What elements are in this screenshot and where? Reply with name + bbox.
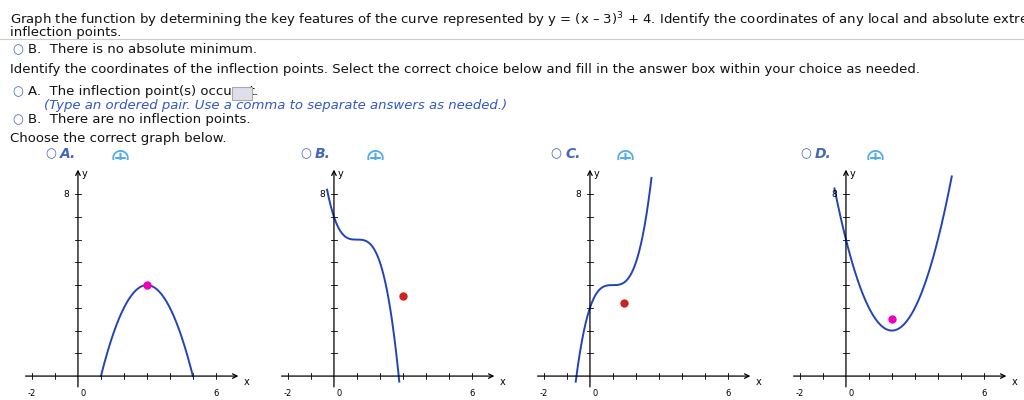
Text: ⊕: ⊕ [614, 147, 636, 171]
Text: (Type an ordered pair. Use a comma to separate answers as needed.): (Type an ordered pair. Use a comma to se… [44, 99, 507, 112]
Text: 0: 0 [336, 388, 341, 398]
Text: B.  There is no absolute minimum.: B. There is no absolute minimum. [28, 43, 257, 56]
Text: ⊕: ⊕ [864, 147, 886, 171]
Text: ○: ○ [800, 147, 811, 160]
Text: ○: ○ [300, 147, 311, 160]
Text: y: y [593, 169, 599, 179]
Text: x: x [1012, 377, 1017, 387]
Text: ○: ○ [12, 85, 23, 98]
Text: 8: 8 [319, 190, 325, 199]
Text: 8: 8 [63, 190, 69, 199]
Text: x: x [500, 377, 505, 387]
Text: -2: -2 [28, 388, 36, 398]
Text: ⊕: ⊕ [365, 147, 385, 171]
Text: 0: 0 [848, 388, 853, 398]
Text: ○: ○ [550, 147, 561, 160]
Text: .: . [254, 85, 258, 98]
Text: Graph the function by determining the key features of the curve represented by y: Graph the function by determining the ke… [10, 10, 1024, 30]
Text: D.: D. [815, 147, 831, 161]
Text: -2: -2 [284, 388, 292, 398]
Bar [232, 87, 252, 100]
Text: ○: ○ [12, 43, 23, 56]
Text: x: x [244, 377, 249, 387]
Text: 8: 8 [575, 190, 581, 199]
Text: 8: 8 [831, 190, 837, 199]
Text: -2: -2 [540, 388, 548, 398]
Text: ⊕: ⊕ [110, 147, 130, 171]
Text: -2: -2 [796, 388, 804, 398]
Text: A.: A. [60, 147, 76, 161]
Text: B.: B. [315, 147, 331, 161]
Text: ○: ○ [12, 113, 23, 126]
Text: ○: ○ [45, 147, 56, 160]
Text: 6: 6 [469, 388, 474, 398]
Text: Choose the correct graph below.: Choose the correct graph below. [10, 132, 226, 145]
Text: C.: C. [565, 147, 581, 161]
Text: y: y [81, 169, 87, 179]
Text: A.  The inflection point(s) occur at: A. The inflection point(s) occur at [28, 85, 255, 98]
Text: y: y [337, 169, 343, 179]
Text: B.  There are no inflection points.: B. There are no inflection points. [28, 113, 251, 126]
Text: 6: 6 [213, 388, 218, 398]
Text: y: y [849, 169, 855, 179]
Text: inflection points.: inflection points. [10, 26, 122, 39]
Text: Identify the coordinates of the inflection points. Select the correct choice bel: Identify the coordinates of the inflecti… [10, 63, 920, 76]
Text: 0: 0 [592, 388, 597, 398]
Text: x: x [756, 377, 761, 387]
Text: 0: 0 [80, 388, 85, 398]
Text: 6: 6 [981, 388, 986, 398]
Text: 6: 6 [725, 388, 730, 398]
